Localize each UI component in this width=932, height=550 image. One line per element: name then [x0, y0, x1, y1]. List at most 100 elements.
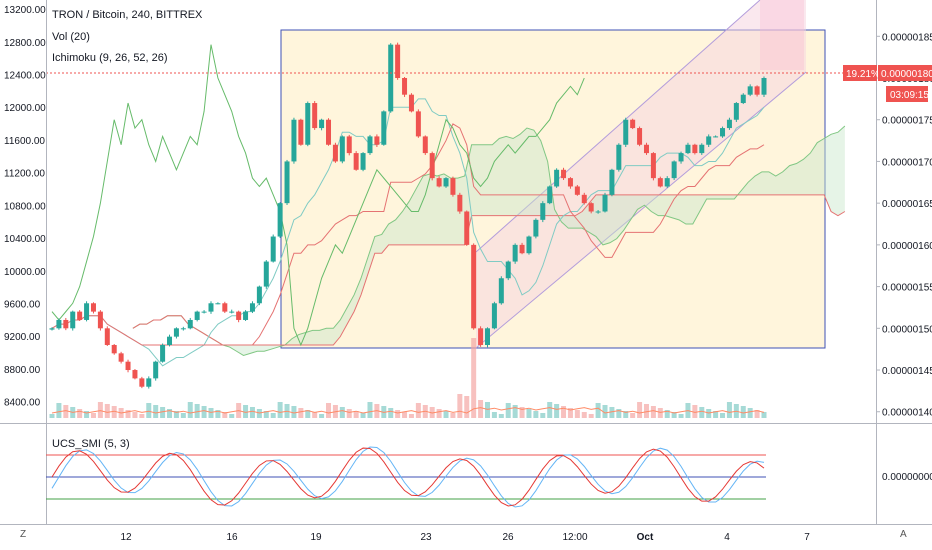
candle-body[interactable] — [402, 78, 408, 95]
candle-body[interactable] — [339, 136, 345, 162]
candle-body[interactable] — [360, 153, 366, 170]
indicator-legend[interactable]: UCS_SMI (5, 3) — [52, 438, 130, 450]
candle-body[interactable] — [173, 328, 179, 337]
candle-body[interactable] — [388, 44, 394, 112]
candle-body[interactable] — [491, 303, 497, 329]
candle-body[interactable] — [561, 169, 567, 179]
candle-body[interactable] — [332, 144, 338, 162]
candle-body[interactable] — [484, 328, 490, 345]
candle-body[interactable] — [581, 194, 587, 204]
candle-body[interactable] — [588, 203, 594, 212]
volume-legend[interactable]: Vol (20) — [52, 31, 90, 43]
candle-body[interactable] — [671, 161, 677, 179]
candle-body[interactable] — [208, 303, 214, 312]
candle-body[interactable] — [97, 311, 103, 329]
chart-title[interactable]: TRON / Bitcoin, 240, BITTREX — [52, 9, 203, 21]
candle-body[interactable] — [132, 370, 138, 379]
candle-body[interactable] — [63, 319, 69, 329]
candle-body[interactable] — [443, 178, 449, 187]
candle-body[interactable] — [664, 178, 670, 187]
candle-body[interactable] — [353, 153, 359, 170]
candle-body[interactable] — [422, 136, 428, 154]
time-axis[interactable]: 12 16 19 23 26 12:00 Oct 4 7 — [120, 532, 810, 543]
ichimoku-legend[interactable]: Ichimoku (9, 26, 52, 26) — [52, 52, 168, 64]
candle-body[interactable] — [256, 286, 262, 304]
candle-body[interactable] — [70, 311, 76, 329]
candle-body[interactable] — [381, 111, 387, 145]
candle-body[interactable] — [84, 303, 90, 320]
auto-scale-button[interactable]: A — [900, 529, 907, 540]
candle-body[interactable] — [263, 261, 269, 287]
candlesticks[interactable] — [49, 42, 767, 389]
candle-body[interactable] — [187, 319, 193, 329]
candle-body[interactable] — [740, 94, 746, 104]
candle-body[interactable] — [609, 169, 615, 195]
candle-body[interactable] — [650, 153, 656, 179]
candle-body[interactable] — [194, 311, 200, 320]
candle-body[interactable] — [346, 136, 352, 154]
candle-body[interactable] — [616, 144, 622, 170]
candle-body[interactable] — [471, 244, 477, 329]
candle-body[interactable] — [547, 186, 553, 204]
candle-body[interactable] — [519, 244, 525, 254]
candle-body[interactable] — [222, 303, 228, 312]
candle-body[interactable] — [146, 378, 152, 387]
candle-body[interactable] — [111, 344, 117, 354]
zoom-button[interactable]: Z — [20, 529, 26, 540]
candle-body[interactable] — [201, 311, 207, 313]
candle-body[interactable] — [533, 219, 539, 237]
candle-body[interactable] — [733, 103, 739, 120]
candle-body[interactable] — [167, 336, 173, 345]
candle-body[interactable] — [761, 78, 767, 95]
candle-body[interactable] — [678, 153, 684, 162]
candle-body[interactable] — [312, 103, 318, 129]
candle-body[interactable] — [180, 328, 186, 330]
candle-body[interactable] — [713, 136, 719, 138]
candle-body[interactable] — [90, 303, 96, 312]
candle-body[interactable] — [574, 186, 580, 195]
candle-body[interactable] — [415, 111, 421, 137]
candle-body[interactable] — [720, 128, 726, 137]
candle-body[interactable] — [243, 311, 249, 320]
candle-body[interactable] — [692, 144, 698, 154]
candle-body[interactable] — [49, 328, 55, 330]
candle-body[interactable] — [395, 44, 401, 79]
candle-body[interactable] — [602, 194, 608, 212]
candle-body[interactable] — [429, 153, 435, 179]
candle-body[interactable] — [305, 103, 311, 145]
candle-body[interactable] — [104, 328, 110, 345]
candle-body[interactable] — [125, 361, 131, 371]
candle-body[interactable] — [478, 328, 484, 345]
candle-body[interactable] — [291, 119, 297, 162]
candle-body[interactable] — [630, 119, 636, 129]
candle-body[interactable] — [270, 236, 276, 262]
candle-body[interactable] — [464, 211, 470, 245]
candle-body[interactable] — [249, 303, 255, 312]
candle-body[interactable] — [215, 303, 221, 305]
candle-body[interactable] — [623, 119, 629, 145]
candle-body[interactable] — [298, 119, 304, 145]
candle-body[interactable] — [118, 353, 124, 362]
candle-body[interactable] — [643, 144, 649, 154]
candle-body[interactable] — [319, 119, 325, 129]
candle-body[interactable] — [747, 86, 753, 95]
candle-body[interactable] — [540, 203, 546, 220]
candle-body[interactable] — [77, 311, 83, 320]
candle-body[interactable] — [408, 94, 414, 112]
parallel-channel[interactable] — [476, 0, 806, 348]
candle-body[interactable] — [498, 278, 504, 304]
candle-body[interactable] — [657, 178, 663, 187]
candle-body[interactable] — [726, 119, 732, 129]
candle-body[interactable] — [685, 144, 691, 154]
candle-body[interactable] — [505, 261, 511, 279]
candle-body[interactable] — [450, 178, 456, 195]
candle-body[interactable] — [139, 378, 145, 387]
candle-body[interactable] — [512, 244, 518, 262]
candle-body[interactable] — [526, 236, 532, 254]
candle-body[interactable] — [367, 136, 373, 154]
candle-body[interactable] — [153, 361, 159, 379]
candle-body[interactable] — [436, 178, 442, 187]
candle-body[interactable] — [277, 203, 283, 237]
candle-body[interactable] — [56, 319, 62, 329]
